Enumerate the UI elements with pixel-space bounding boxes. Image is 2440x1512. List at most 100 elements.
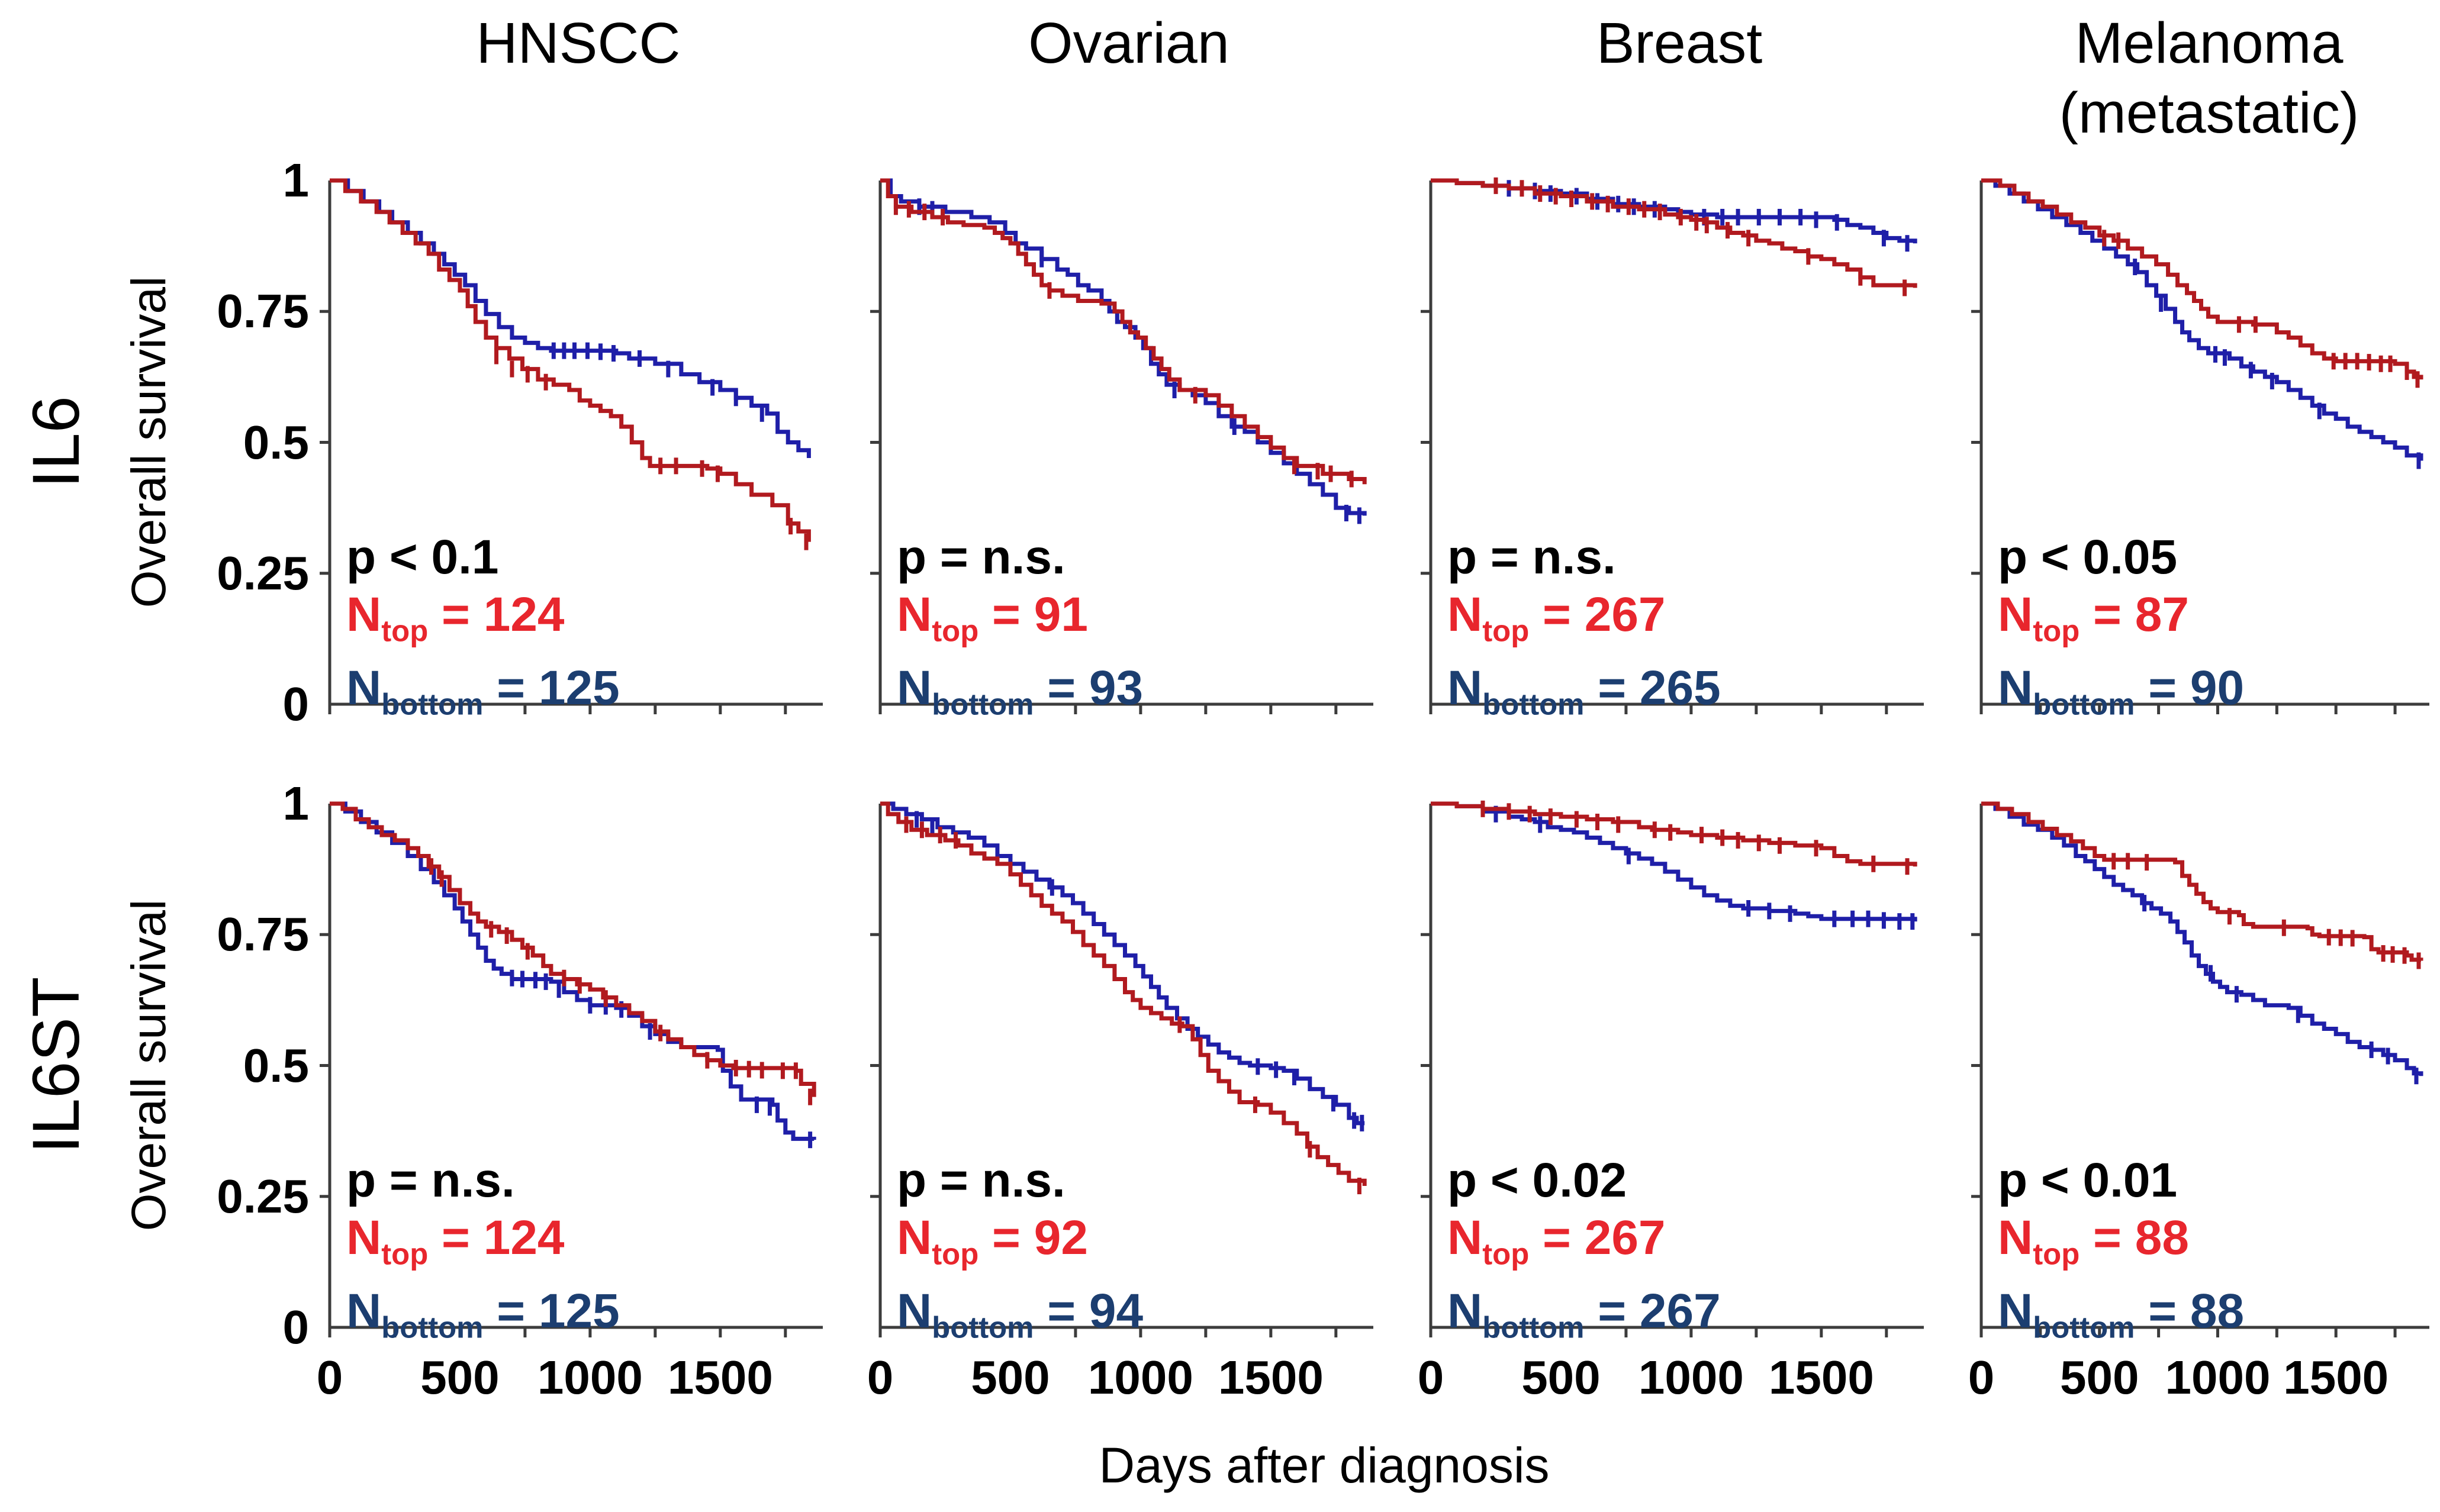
survival-curve-top bbox=[1981, 801, 2423, 962]
x-tick-label: 1000 bbox=[2165, 1351, 2271, 1404]
survival-curve-top bbox=[1431, 801, 1917, 867]
x-axis-title: Days after diagnosis bbox=[1099, 1437, 1550, 1493]
stats-annotation: p < 0.02 Ntop = 267 Nbottom = 267 bbox=[1447, 1152, 1721, 1356]
x-tick-label: 500 bbox=[971, 1351, 1050, 1404]
survival-curve-bottom bbox=[1981, 178, 2423, 461]
n-top-label: Ntop = 124 bbox=[346, 1211, 565, 1271]
stats-annotation: p < 0.05 Ntop = 87 Nbottom = 90 bbox=[1998, 528, 2244, 733]
survival-curve-top bbox=[1431, 178, 1917, 288]
n-bottom-label: Nbottom = 94 bbox=[897, 1284, 1144, 1345]
x-tick-label: 1000 bbox=[537, 1351, 643, 1404]
x-tick-label: 1000 bbox=[1087, 1351, 1193, 1404]
n-bottom-label: Nbottom = 125 bbox=[346, 1284, 620, 1345]
x-tick-label: 1500 bbox=[1768, 1351, 1874, 1404]
x-tick-label: 500 bbox=[1521, 1351, 1601, 1404]
column-title-ovarian: Ovarian bbox=[1028, 11, 1229, 75]
y-tick-label: 0.75 bbox=[217, 285, 309, 338]
n-top-label: Ntop = 267 bbox=[1447, 588, 1666, 648]
censor-marks-top bbox=[2102, 230, 2420, 388]
p-value-label: p = n.s. bbox=[346, 1153, 515, 1207]
censor-marks-bottom bbox=[917, 198, 1361, 524]
km-plot-il6st-ovarian bbox=[870, 801, 1373, 1337]
y-tick-label: 0.25 bbox=[217, 546, 309, 599]
stats-annotation: p = n.s. Ntop = 267 Nbottom = 265 bbox=[1447, 528, 1721, 733]
censor-marks-top bbox=[893, 198, 1354, 488]
y-axis-title-row2: Overall survival bbox=[122, 899, 176, 1231]
survival-curve-bottom bbox=[1981, 801, 2423, 1076]
column-title-melanoma-line1: Melanoma bbox=[2075, 11, 2344, 75]
censor-marks-top bbox=[1493, 177, 1907, 296]
survival-curve-bottom bbox=[880, 178, 1367, 516]
n-bottom-label: Nbottom = 265 bbox=[1447, 661, 1721, 721]
survival-curve-bottom bbox=[1431, 801, 1917, 922]
survival-curve-bottom bbox=[880, 801, 1365, 1126]
y-tick-label: 1 bbox=[282, 777, 310, 830]
censor-marks-bottom bbox=[510, 969, 813, 1149]
n-top-label: Ntop = 124 bbox=[346, 588, 565, 648]
km-plot-il6-breast bbox=[1421, 177, 1924, 714]
p-value-label: p < 0.1 bbox=[346, 530, 499, 584]
panel-il6st-hnscc: p = n.s. Ntop = 124 Nbottom = 125 bbox=[318, 797, 838, 1365]
x-tick-label: 0 bbox=[867, 1351, 894, 1404]
stats-annotation: p = n.s. Ntop = 124 Nbottom = 125 bbox=[346, 1152, 620, 1356]
x-tick-label: 0 bbox=[1968, 1351, 1995, 1404]
y-tick-label: 0.25 bbox=[217, 1169, 309, 1223]
panel-il6st-melanoma: p < 0.01 Ntop = 88 Nbottom = 88 bbox=[1969, 797, 2440, 1365]
km-plot-il6st-breast bbox=[1421, 800, 1924, 1337]
censor-marks-top bbox=[2111, 853, 2421, 969]
stats-annotation: p < 0.1 Ntop = 124 Nbottom = 125 bbox=[346, 528, 620, 733]
p-value-label: p = n.s. bbox=[897, 1153, 1066, 1207]
x-tick-label: 1500 bbox=[667, 1351, 773, 1404]
x-tick-label: 500 bbox=[420, 1351, 500, 1404]
column-title-melanoma-line2: (metastatic) bbox=[2059, 80, 2359, 145]
survival-curve-top bbox=[1981, 178, 2423, 380]
km-plot-il6st-hnscc bbox=[320, 801, 823, 1337]
p-value-label: p < 0.02 bbox=[1447, 1153, 1627, 1207]
censor-marks-bottom bbox=[915, 811, 1364, 1131]
censor-marks-bottom bbox=[551, 342, 764, 422]
n-bottom-label: Nbottom = 88 bbox=[1998, 1284, 2245, 1345]
n-top-label: Ntop = 92 bbox=[897, 1211, 1088, 1271]
x-tick-label: 500 bbox=[2059, 1351, 2139, 1404]
survival-curve-bottom bbox=[1431, 178, 1917, 244]
x-tick-label: 0 bbox=[1417, 1351, 1444, 1404]
survival-curve-top bbox=[880, 178, 1367, 485]
y-tick-label: 0.5 bbox=[243, 415, 309, 469]
x-tick-label: 0 bbox=[316, 1351, 343, 1404]
survival-curve-top bbox=[330, 178, 811, 542]
panel-il6-breast: p = n.s. Ntop = 267 Nbottom = 265 bbox=[1419, 173, 1939, 742]
y-tick-label: 1 bbox=[282, 154, 310, 207]
stats-annotation: p = n.s. Ntop = 91 Nbottom = 93 bbox=[897, 528, 1143, 733]
column-title-melanoma: Melanoma (metastatic) bbox=[1955, 8, 2440, 148]
censor-marks-top bbox=[904, 816, 1361, 1195]
p-value-label: p < 0.05 bbox=[1998, 530, 2178, 584]
n-bottom-label: Nbottom = 93 bbox=[897, 661, 1144, 721]
survival-curve-top bbox=[880, 801, 1367, 1187]
panel-il6-ovarian: p = n.s. Ntop = 91 Nbottom = 93 bbox=[868, 173, 1388, 742]
censor-marks-top bbox=[1480, 800, 1910, 875]
censor-marks-bottom bbox=[2133, 259, 2421, 469]
km-plot-il6-melanoma bbox=[1971, 178, 2429, 714]
n-bottom-label: Nbottom = 125 bbox=[346, 661, 620, 721]
stats-annotation: p = n.s. Ntop = 92 Nbottom = 94 bbox=[897, 1152, 1143, 1356]
censor-marks-top bbox=[429, 858, 813, 1105]
panel-il6-melanoma: p < 0.05 Ntop = 87 Nbottom = 90 bbox=[1969, 173, 2440, 742]
column-title-hnscc: HNSCC bbox=[476, 11, 681, 75]
censor-marks-top bbox=[494, 347, 809, 550]
censor-marks-bottom bbox=[1493, 805, 1915, 930]
y-tick-label: 0.5 bbox=[243, 1039, 309, 1092]
n-top-label: Ntop = 87 bbox=[1998, 588, 2189, 648]
y-tick-label: 0 bbox=[282, 1301, 310, 1353]
p-value-label: p < 0.01 bbox=[1998, 1153, 2178, 1207]
p-value-label: p = n.s. bbox=[897, 530, 1066, 584]
stats-annotation: p < 0.01 Ntop = 88 Nbottom = 88 bbox=[1998, 1152, 2244, 1356]
y-tick-label: 0 bbox=[282, 678, 310, 730]
column-title-breast: Breast bbox=[1596, 11, 1763, 75]
x-tick-label: 1000 bbox=[1638, 1351, 1744, 1404]
n-top-label: Ntop = 267 bbox=[1447, 1211, 1666, 1271]
panel-il6st-breast: p < 0.02 Ntop = 267 Nbottom = 267 bbox=[1419, 797, 1939, 1365]
p-value-label: p = n.s. bbox=[1447, 530, 1616, 584]
y-tick-label: 0.75 bbox=[217, 908, 309, 961]
x-tick-label: 1500 bbox=[1218, 1351, 1324, 1404]
n-top-label: Ntop = 91 bbox=[897, 588, 1088, 648]
